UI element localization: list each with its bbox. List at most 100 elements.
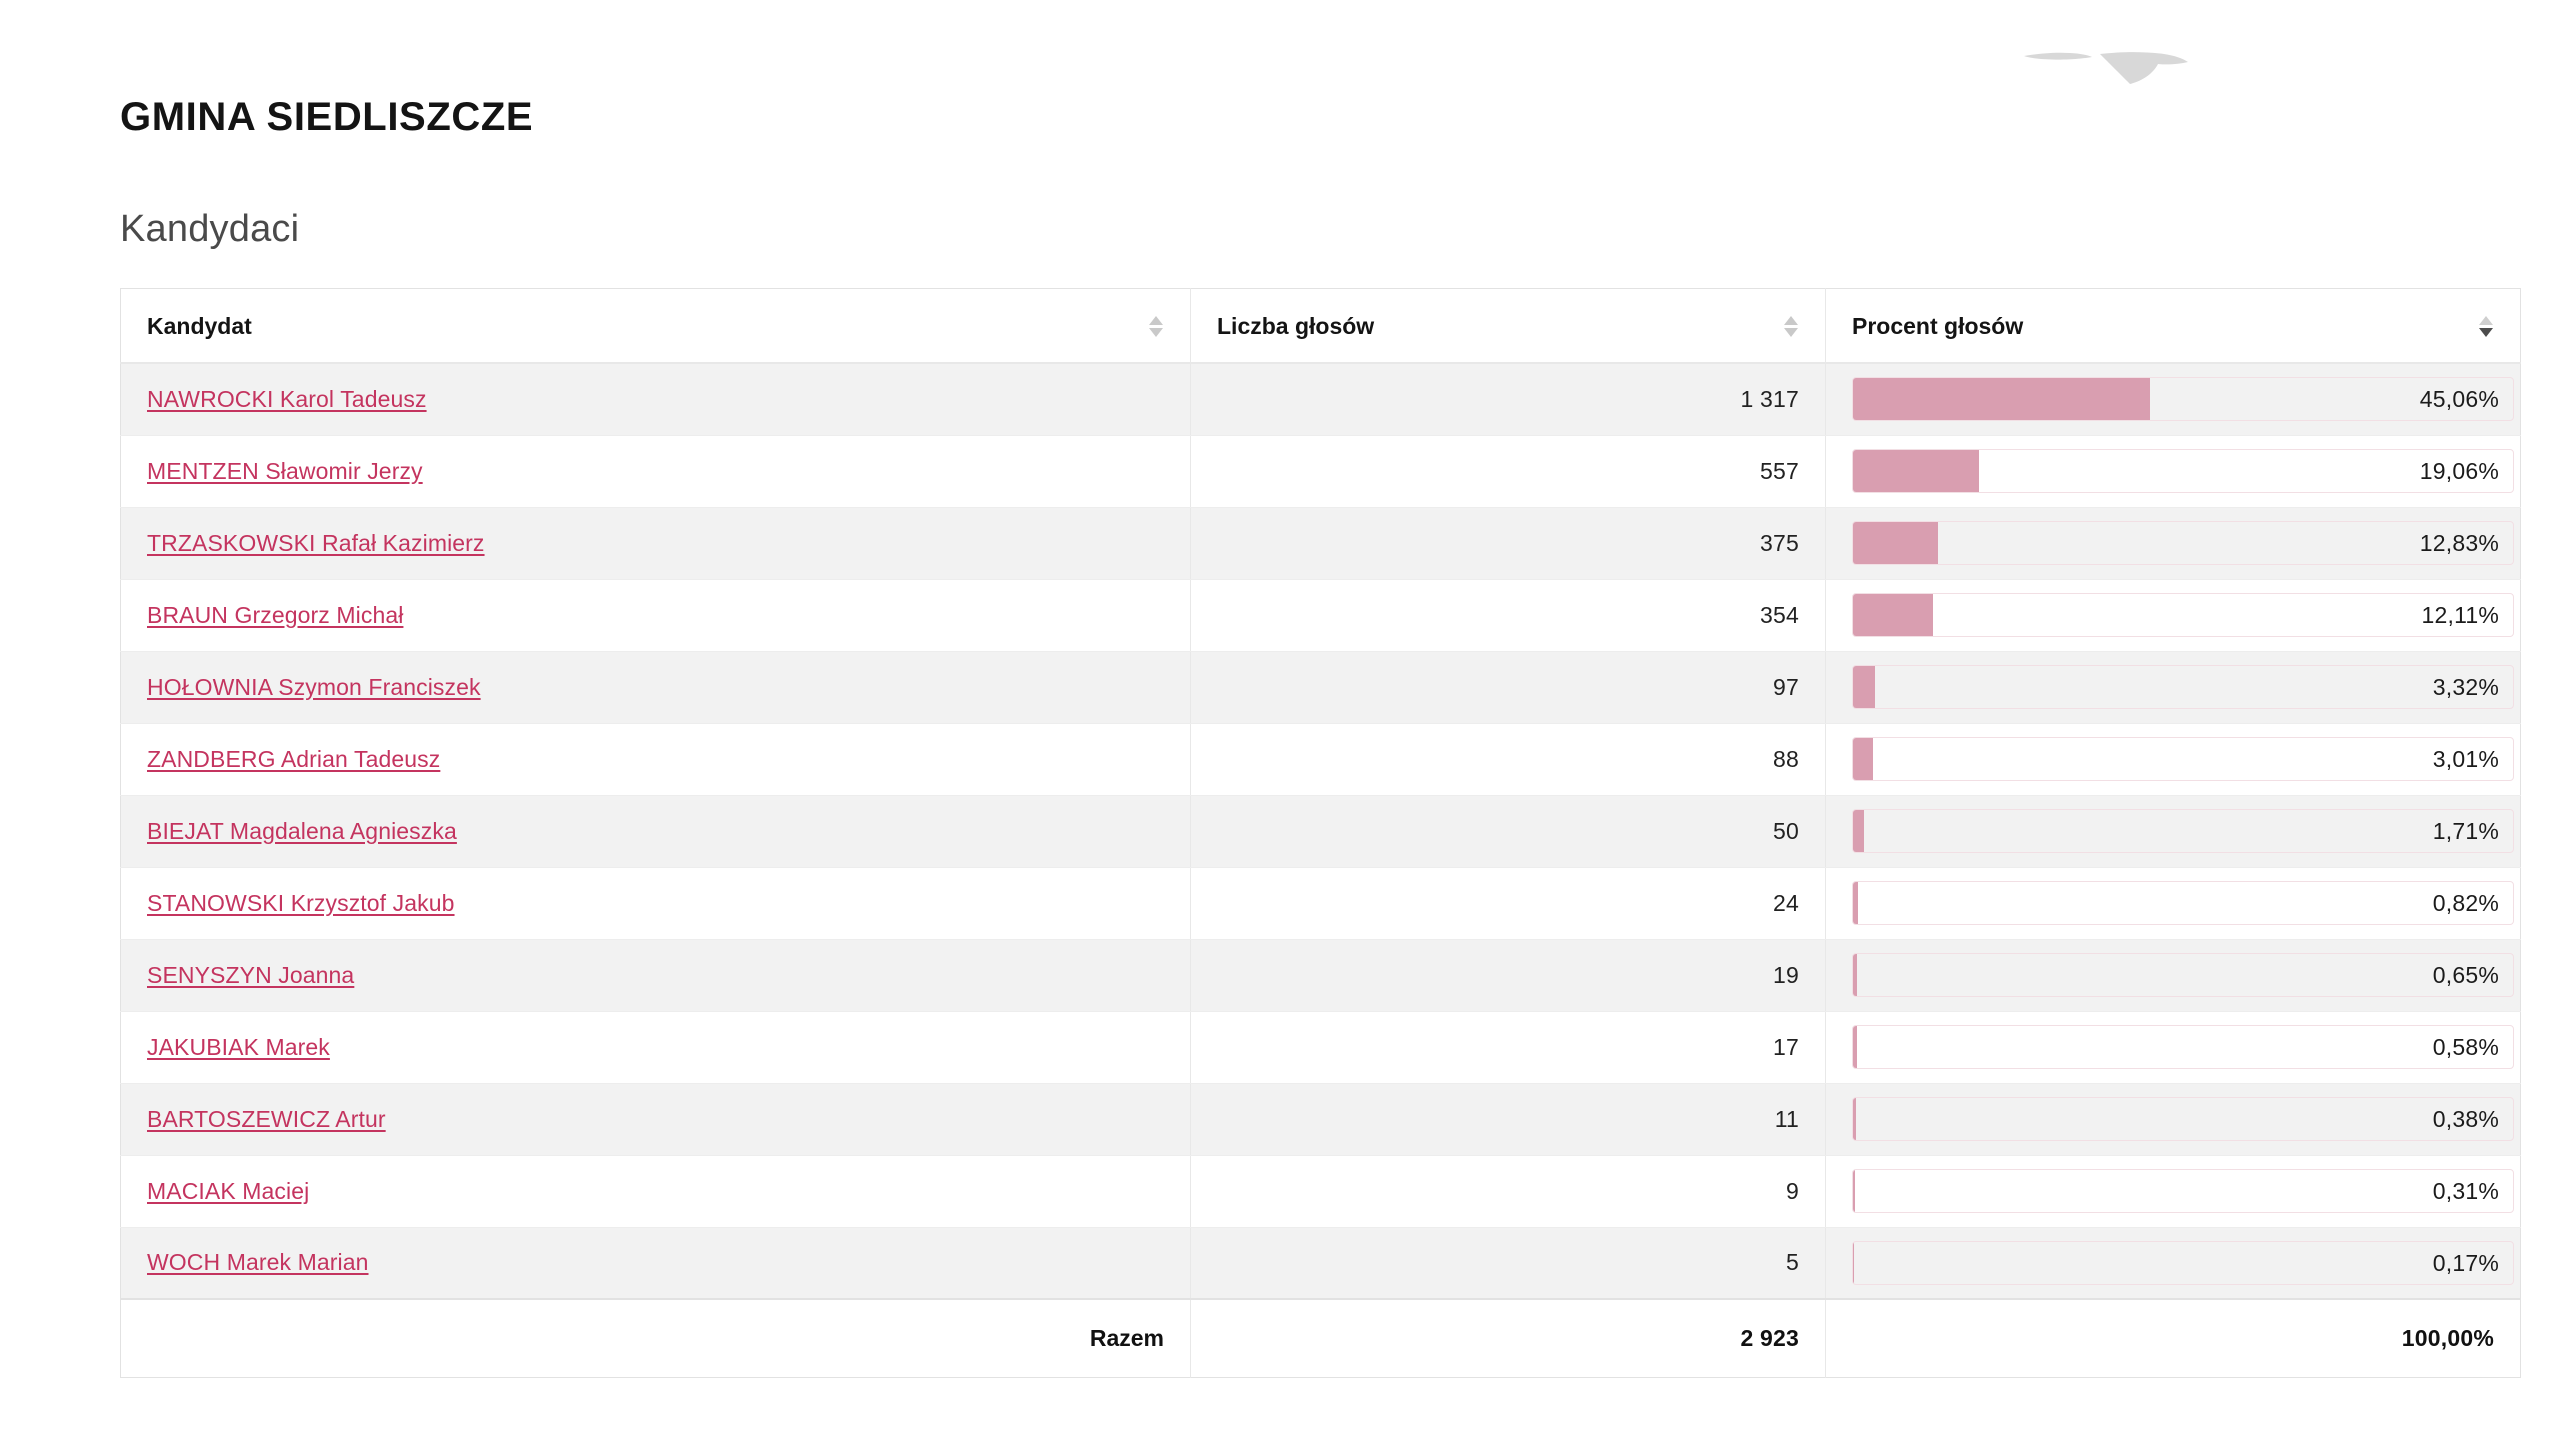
cell-candidate: BIEJAT Magdalena Agnieszka xyxy=(120,795,1191,868)
table-row: BARTOSZEWICZ Artur 11 0,38% xyxy=(120,1083,2521,1156)
cell-candidate: WOCH Marek Marian xyxy=(120,1227,1191,1300)
percent-bar-fill xyxy=(1853,954,1858,996)
percent-bar-label: 45,06% xyxy=(2419,386,2499,413)
table-row: MENTZEN Sławomir Jerzy 557 19,06% xyxy=(120,435,2521,508)
cell-votes: 88 xyxy=(1190,723,1826,796)
cell-candidate: MENTZEN Sławomir Jerzy xyxy=(120,435,1191,508)
percent-bar-fill xyxy=(1853,450,1979,492)
candidate-link[interactable]: BARTOSZEWICZ Artur xyxy=(147,1105,386,1132)
percent-bar-label: 0,31% xyxy=(2432,1178,2499,1204)
candidate-link[interactable]: SENYSZYN Joanna xyxy=(147,961,355,988)
cell-votes: 24 xyxy=(1190,867,1826,940)
candidate-link[interactable]: MENTZEN Sławomir Jerzy xyxy=(147,457,423,484)
cell-percent: 12,11% xyxy=(1825,579,2521,652)
cell-percent: 0,58% xyxy=(1825,1011,2521,1084)
candidate-link[interactable]: HOŁOWNIA Szymon Franciszek xyxy=(147,673,481,700)
cell-votes: 375 xyxy=(1190,507,1826,580)
percent-bar-label: 0,65% xyxy=(2432,962,2499,988)
percent-bar-label: 3,32% xyxy=(2432,674,2499,700)
table-header-row: Kandydat Liczba głosów xyxy=(120,288,2521,364)
sort-toggle-percent-icon[interactable] xyxy=(2478,316,2494,337)
candidate-link[interactable]: BIEJAT Magdalena Agnieszka xyxy=(147,817,457,844)
polish-eagle-emblem-icon xyxy=(2018,0,2198,124)
percent-bar: 19,06% xyxy=(1852,449,2514,493)
percent-bar: 0,65% xyxy=(1852,953,2514,997)
cell-votes: 19 xyxy=(1190,939,1826,1012)
section-heading: Kandydaci xyxy=(120,208,300,250)
cell-percent: 3,32% xyxy=(1825,651,2521,724)
cell-votes: 354 xyxy=(1190,579,1826,652)
percent-bar-label: 0,82% xyxy=(2432,890,2499,916)
table-row: TRZASKOWSKI Rafał Kazimierz 375 12,83% xyxy=(120,507,2521,580)
results-table-wrapper: Kandydat Liczba głosów xyxy=(120,288,2521,1378)
column-header-votes[interactable]: Liczba głosów xyxy=(1190,288,1826,364)
percent-bar-fill xyxy=(1853,738,1873,780)
cell-percent: 1,71% xyxy=(1825,795,2521,868)
page-header: GMINA SIEDLISZCZE xyxy=(0,0,2560,170)
table-row: MACIAK Maciej 9 0,31% xyxy=(120,1155,2521,1228)
table-row: WOCH Marek Marian 5 0,17% xyxy=(120,1227,2521,1300)
percent-bar-fill xyxy=(1853,1026,1857,1068)
cell-candidate: BRAUN Grzegorz Michał xyxy=(120,579,1191,652)
percent-bar-fill xyxy=(1853,522,1938,564)
candidate-link[interactable]: TRZASKOWSKI Rafał Kazimierz xyxy=(147,529,485,556)
cell-candidate: MACIAK Maciej xyxy=(120,1155,1191,1228)
cell-candidate: SENYSZYN Joanna xyxy=(120,939,1191,1012)
candidate-link[interactable]: ZANDBERG Adrian Tadeusz xyxy=(147,745,441,772)
candidate-link[interactable]: BRAUN Grzegorz Michał xyxy=(147,601,404,628)
cell-percent: 0,38% xyxy=(1825,1083,2521,1156)
table-foot: Razem 2 923 100,00% xyxy=(120,1298,2521,1377)
percent-bar-label: 0,38% xyxy=(2432,1106,2499,1132)
percent-bar: 1,71% xyxy=(1852,809,2514,853)
percent-bar-label: 12,83% xyxy=(2419,530,2499,556)
sort-toggle-candidate-icon[interactable] xyxy=(1148,316,1164,337)
percent-bar-label: 1,71% xyxy=(2432,818,2499,844)
column-header-candidate[interactable]: Kandydat xyxy=(120,288,1191,364)
percent-bar-fill xyxy=(1853,810,1865,852)
column-header-percent-label: Procent głosów xyxy=(1852,313,2024,339)
percent-bar-label: 0,58% xyxy=(2432,1034,2499,1060)
percent-bar-fill xyxy=(1853,378,2151,421)
percent-bar: 0,58% xyxy=(1852,1025,2514,1069)
cell-votes: 9 xyxy=(1190,1155,1826,1228)
candidate-link[interactable]: STANOWSKI Krzysztof Jakub xyxy=(147,889,455,916)
table-row: NAWROCKI Karol Tadeusz 1 317 45,06% xyxy=(120,363,2521,436)
table-row: SENYSZYN Joanna 19 0,65% xyxy=(120,939,2521,1012)
candidate-link[interactable]: WOCH Marek Marian xyxy=(147,1249,369,1276)
percent-bar: 45,06% xyxy=(1852,377,2514,422)
percent-bar-fill xyxy=(1853,1098,1856,1140)
candidate-link[interactable]: JAKUBIAK Marek xyxy=(147,1033,330,1060)
percent-bar-label: 3,01% xyxy=(2432,746,2499,772)
column-header-candidate-label: Kandydat xyxy=(147,313,252,339)
cell-candidate: ZANDBERG Adrian Tadeusz xyxy=(120,723,1191,796)
total-votes: 2 923 xyxy=(1190,1298,1826,1377)
candidate-link[interactable]: MACIAK Maciej xyxy=(147,1177,310,1204)
table-row: ZANDBERG Adrian Tadeusz 88 3,01% xyxy=(120,723,2521,796)
percent-bar-fill xyxy=(1853,1170,1856,1212)
percent-bar-fill xyxy=(1853,666,1875,708)
sort-toggle-votes-icon[interactable] xyxy=(1783,316,1799,337)
column-header-percent[interactable]: Procent głosów xyxy=(1825,288,2521,364)
percent-bar: 3,01% xyxy=(1852,737,2514,781)
total-row: Razem 2 923 100,00% xyxy=(120,1298,2521,1377)
column-header-votes-label: Liczba głosów xyxy=(1217,313,1375,339)
percent-bar: 12,83% xyxy=(1852,521,2514,565)
cell-percent: 19,06% xyxy=(1825,435,2521,508)
table-row: BRAUN Grzegorz Michał 354 12,11% xyxy=(120,579,2521,652)
table-head: Kandydat Liczba głosów xyxy=(120,288,2521,364)
percent-bar-label: 12,11% xyxy=(2421,602,2499,628)
total-label: Razem xyxy=(120,1298,1191,1377)
cell-percent: 0,65% xyxy=(1825,939,2521,1012)
table-row: JAKUBIAK Marek 17 0,58% xyxy=(120,1011,2521,1084)
cell-votes: 50 xyxy=(1190,795,1826,868)
candidate-link[interactable]: NAWROCKI Karol Tadeusz xyxy=(147,385,427,412)
percent-bar-label: 19,06% xyxy=(2419,458,2499,484)
total-percent: 100,00% xyxy=(1825,1298,2521,1377)
cell-candidate: STANOWSKI Krzysztof Jakub xyxy=(120,867,1191,940)
cell-votes: 5 xyxy=(1190,1227,1826,1300)
cell-percent: 12,83% xyxy=(1825,507,2521,580)
cell-candidate: BARTOSZEWICZ Artur xyxy=(120,1083,1191,1156)
table-row: BIEJAT Magdalena Agnieszka 50 1,71% xyxy=(120,795,2521,868)
percent-bar-label: 0,17% xyxy=(2432,1249,2499,1276)
